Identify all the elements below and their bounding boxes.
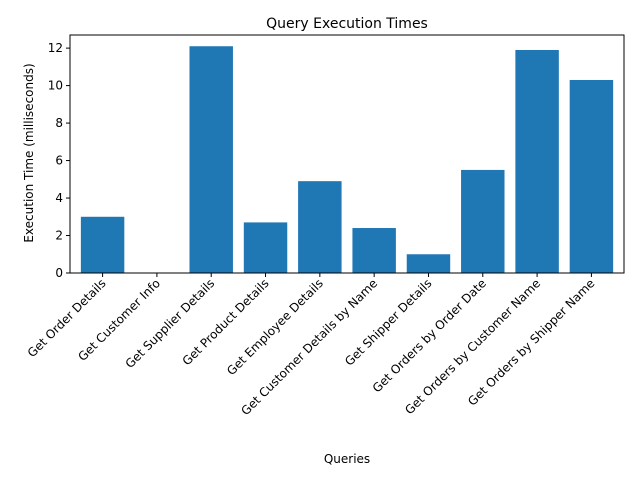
y-tick-label: 2 bbox=[55, 229, 63, 243]
bar bbox=[298, 181, 342, 273]
plot-frame bbox=[69, 34, 625, 274]
bar bbox=[352, 228, 396, 273]
y-axis-label: Execution Time (milliseconds) bbox=[22, 63, 36, 242]
y-tick-label: 8 bbox=[55, 116, 63, 130]
bar bbox=[461, 169, 505, 273]
y-tick-label: 0 bbox=[55, 266, 63, 280]
chart-title: Query Execution Times bbox=[266, 16, 428, 32]
bar bbox=[243, 222, 288, 273]
y-axis-ticks: 0 2 4 6 8 10 12 bbox=[48, 41, 70, 280]
y-tick-label: 4 bbox=[55, 191, 63, 205]
x-tick-label: Get Supplier Details bbox=[123, 276, 218, 371]
y-tick-label: 12 bbox=[48, 41, 63, 55]
x-tick-label: Get Employee Details bbox=[224, 276, 326, 378]
bar bbox=[406, 254, 451, 273]
bar bbox=[515, 49, 559, 273]
x-axis-label: Queries bbox=[324, 452, 370, 466]
bar bbox=[80, 216, 125, 273]
bar bbox=[569, 79, 614, 273]
x-tick-label: Get Orders by Order Date bbox=[370, 276, 489, 395]
bars-group bbox=[80, 46, 614, 273]
y-tick-label: 10 bbox=[48, 79, 63, 93]
bar bbox=[189, 46, 233, 273]
y-tick-label: 6 bbox=[55, 154, 63, 168]
